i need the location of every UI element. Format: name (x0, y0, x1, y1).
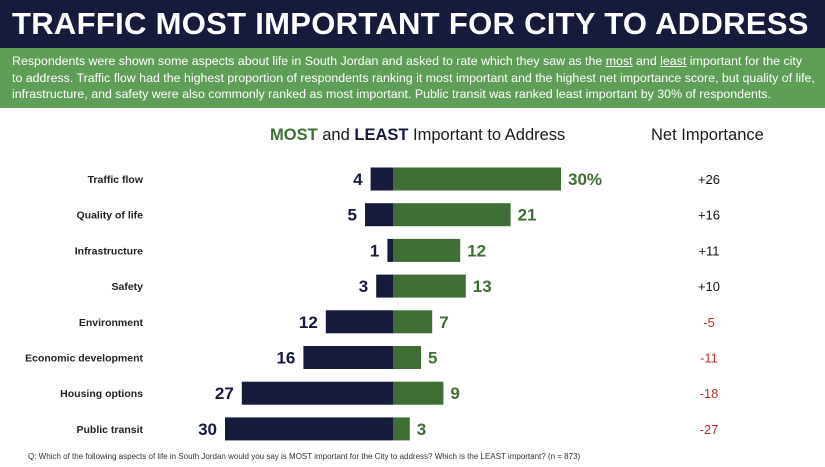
least-value-label: 1 (370, 241, 379, 260)
least-bar (387, 238, 393, 262)
least-bar (241, 381, 393, 405)
category-label: Environment (79, 317, 144, 329)
summary-text-part1: Respondents were shown some aspects abou… (12, 54, 606, 68)
least-bar (303, 346, 393, 369)
net-importance-value: -5 (703, 315, 715, 330)
summary-and: and (632, 54, 661, 68)
most-value-label: 5 (428, 349, 437, 368)
category-label: Safety (111, 281, 143, 293)
least-bar (376, 274, 393, 298)
category-label: Quality of life (76, 210, 143, 222)
summary-most: most (605, 54, 633, 68)
net-importance-value: +16 (698, 208, 720, 223)
most-bar (393, 238, 461, 262)
summary-text-part2: important for the city to address. Traff… (12, 54, 815, 101)
net-importance-value: +10 (698, 279, 720, 294)
header-rest: Important to Address (408, 126, 566, 144)
most-value-label: 7 (439, 313, 448, 332)
most-value-label: 3 (417, 420, 426, 439)
most-value-label: 9 (450, 384, 459, 403)
least-value-label: 16 (276, 349, 295, 368)
most-bar (393, 381, 444, 405)
most-value-label: 13 (473, 277, 492, 296)
least-bar (365, 203, 393, 227)
most-bar (393, 274, 466, 298)
least-value-label: 12 (299, 313, 318, 332)
net-importance-value: +26 (698, 172, 720, 187)
least-bar (325, 310, 393, 334)
footnote: Q: Which of the following aspects of lif… (28, 452, 581, 461)
title-bar: TRAFFIC MOST IMPORTANT FOR CITY TO ADDRE… (0, 0, 825, 48)
header-most: MOST (270, 126, 318, 144)
page-title: TRAFFIC MOST IMPORTANT FOR CITY TO ADDRE… (12, 6, 809, 41)
most-bar (393, 417, 410, 441)
net-importance-value: -18 (700, 386, 719, 401)
chart-header: MOST and LEAST Important to Address (270, 126, 565, 145)
net-importance-value: -27 (700, 422, 719, 437)
least-value-label: 27 (215, 384, 234, 403)
header-least: LEAST (354, 126, 409, 144)
category-label: Public transit (76, 424, 143, 436)
least-bar (225, 417, 393, 441)
least-value-label: 5 (348, 206, 357, 225)
most-value-label: 30% (568, 170, 602, 189)
net-importance-value: +11 (698, 243, 719, 258)
most-value-label: 12 (467, 241, 486, 260)
category-label: Housing options (60, 388, 143, 400)
summary-box: Respondents were shown some aspects abou… (0, 48, 825, 108)
summary-least: least (660, 54, 687, 68)
category-label: Traffic flow (88, 174, 144, 186)
most-bar (393, 310, 433, 334)
header-and: and (317, 126, 355, 144)
least-value-label: 3 (359, 277, 368, 296)
most-value-label: 21 (518, 206, 537, 225)
net-importance-header: Net Importance (651, 126, 764, 144)
least-bar (370, 167, 393, 191)
most-bar (393, 167, 561, 191)
category-label: Economic development (25, 353, 143, 365)
most-bar (393, 203, 511, 227)
least-value-label: 4 (353, 170, 363, 189)
least-value-label: 30 (198, 420, 217, 439)
category-label: Infrastructure (75, 245, 143, 257)
most-bar (393, 346, 421, 369)
net-importance-value: -11 (700, 351, 718, 366)
